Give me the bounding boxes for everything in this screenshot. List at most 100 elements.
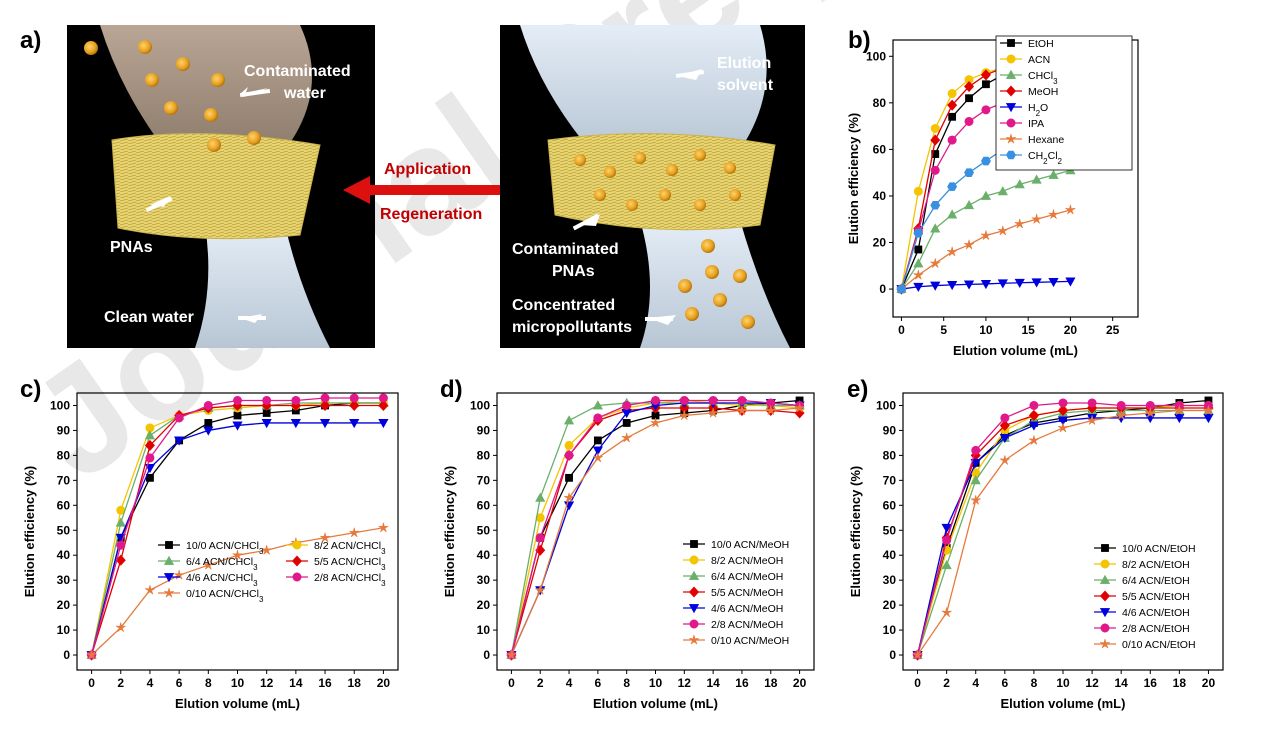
data-point bbox=[144, 430, 156, 440]
data-point bbox=[232, 550, 243, 560]
data-point bbox=[1048, 209, 1059, 219]
data-point bbox=[970, 495, 981, 505]
legend-label: CHCl3 bbox=[1028, 70, 1058, 86]
x-tick-label: 2 bbox=[117, 676, 124, 690]
panel-label-a: a) bbox=[20, 27, 41, 54]
y-tick-label: 100 bbox=[50, 398, 70, 412]
data-point bbox=[233, 411, 242, 420]
x-tick-label: 8 bbox=[205, 676, 212, 690]
data-point bbox=[563, 415, 575, 425]
data-point bbox=[349, 393, 359, 403]
legend-label: MeOH bbox=[1028, 86, 1058, 98]
data-point bbox=[999, 455, 1010, 465]
y-tick-label: 80 bbox=[477, 448, 491, 462]
data-point bbox=[1065, 204, 1076, 215]
x-tick-label: 20 bbox=[377, 676, 391, 690]
label-regeneration: Regeneration bbox=[380, 206, 482, 223]
legend-marker bbox=[1100, 623, 1110, 633]
x-tick-label: 15 bbox=[1021, 323, 1035, 337]
label-contaminated: Contaminated bbox=[244, 63, 351, 80]
y-tick-label: 70 bbox=[883, 473, 897, 487]
series-line bbox=[510, 407, 800, 656]
data-point bbox=[931, 150, 940, 158]
x-tick-label: 14 bbox=[1115, 676, 1129, 690]
label-pnas-right: PNAs bbox=[552, 263, 595, 280]
y-tick-label: 100 bbox=[470, 398, 490, 412]
data-point bbox=[565, 473, 573, 482]
micropollutant-dots-left bbox=[84, 40, 261, 152]
series-line bbox=[916, 417, 1209, 656]
legend-marker bbox=[688, 604, 700, 614]
y-tick-label: 70 bbox=[477, 473, 491, 487]
data-point bbox=[1174, 405, 1185, 415]
data-point bbox=[261, 545, 272, 555]
data-point bbox=[506, 649, 517, 660]
data-point bbox=[930, 258, 941, 268]
data-point bbox=[564, 440, 574, 450]
legend-marker bbox=[1005, 69, 1017, 79]
legend-marker bbox=[291, 555, 303, 567]
y-tick-label: 90 bbox=[477, 423, 491, 437]
y-tick-label: 40 bbox=[477, 548, 491, 562]
legend-label: 6/4 ACN/MeOH bbox=[711, 571, 783, 583]
data-point bbox=[1203, 414, 1214, 424]
data-point bbox=[86, 649, 97, 660]
x-tick-label: 6 bbox=[176, 676, 183, 690]
y-tick-label: 0 bbox=[483, 648, 490, 662]
legend: 10/0 ACN/EtOH 8/2 ACN/EtOH 6/4 ACN/EtOH 5/5… bbox=[1094, 543, 1196, 651]
x-tick-label: 12 bbox=[1085, 676, 1099, 690]
series-line bbox=[510, 407, 800, 656]
x-tick-label: 20 bbox=[1202, 676, 1216, 690]
data-point bbox=[1145, 407, 1156, 418]
data-point bbox=[999, 419, 1010, 431]
x-tick-label: 20 bbox=[793, 676, 807, 690]
data-point bbox=[319, 419, 331, 429]
legend-label: 0/10 ACN/EtOH bbox=[1122, 639, 1196, 651]
y-tick-label: 50 bbox=[57, 523, 71, 537]
data-point bbox=[1065, 277, 1076, 287]
y-tick-label: 20 bbox=[57, 598, 71, 612]
data-point bbox=[378, 399, 389, 412]
data-point bbox=[942, 535, 952, 545]
data-point bbox=[116, 540, 126, 550]
y-tick-label: 50 bbox=[883, 523, 897, 537]
legend-marker bbox=[1099, 608, 1111, 618]
y-tick-label: 60 bbox=[477, 498, 491, 512]
data-point bbox=[1028, 421, 1040, 431]
legend-marker bbox=[163, 573, 175, 583]
legend-marker bbox=[165, 541, 173, 549]
legend-marker bbox=[688, 586, 700, 598]
x-tick-label: 8 bbox=[623, 676, 630, 690]
x-tick-label: 10 bbox=[649, 676, 663, 690]
data-point bbox=[593, 436, 602, 445]
micropollutant-dots-right bbox=[574, 149, 755, 329]
data-point bbox=[144, 439, 155, 451]
legend-label: EtOH bbox=[1028, 38, 1054, 50]
label-pnas-left: PNAs bbox=[110, 239, 153, 256]
data-point bbox=[982, 80, 990, 89]
data-point bbox=[1048, 277, 1059, 288]
data-point bbox=[930, 200, 941, 210]
data-point bbox=[930, 134, 941, 146]
data-point bbox=[320, 399, 331, 412]
data-point bbox=[622, 400, 632, 410]
y-tick-label: 60 bbox=[873, 142, 887, 156]
legend-label: ACN bbox=[1028, 54, 1050, 66]
legend-marker bbox=[1099, 574, 1111, 584]
label-application: Application bbox=[384, 161, 471, 178]
x-tick-label: 0 bbox=[508, 676, 515, 690]
data-point bbox=[592, 452, 603, 463]
data-point bbox=[1028, 409, 1039, 422]
data-point bbox=[535, 492, 546, 502]
data-point bbox=[622, 419, 631, 427]
chart-panel-c: c) 0 2 4 6 8 10 12 14 16 18 20 0 10 20 30 40 50 60 70 80 90 10… bbox=[20, 376, 399, 711]
y-tick-label: 80 bbox=[883, 448, 897, 462]
y-tick-label: 80 bbox=[873, 96, 887, 110]
legend-label: 8/2 ACN/EtOH bbox=[1122, 559, 1190, 571]
data-point bbox=[947, 135, 957, 145]
data-point bbox=[914, 245, 923, 254]
legend-marker bbox=[1005, 103, 1017, 113]
data-point bbox=[261, 419, 272, 429]
y-tick-label: 90 bbox=[57, 423, 71, 437]
